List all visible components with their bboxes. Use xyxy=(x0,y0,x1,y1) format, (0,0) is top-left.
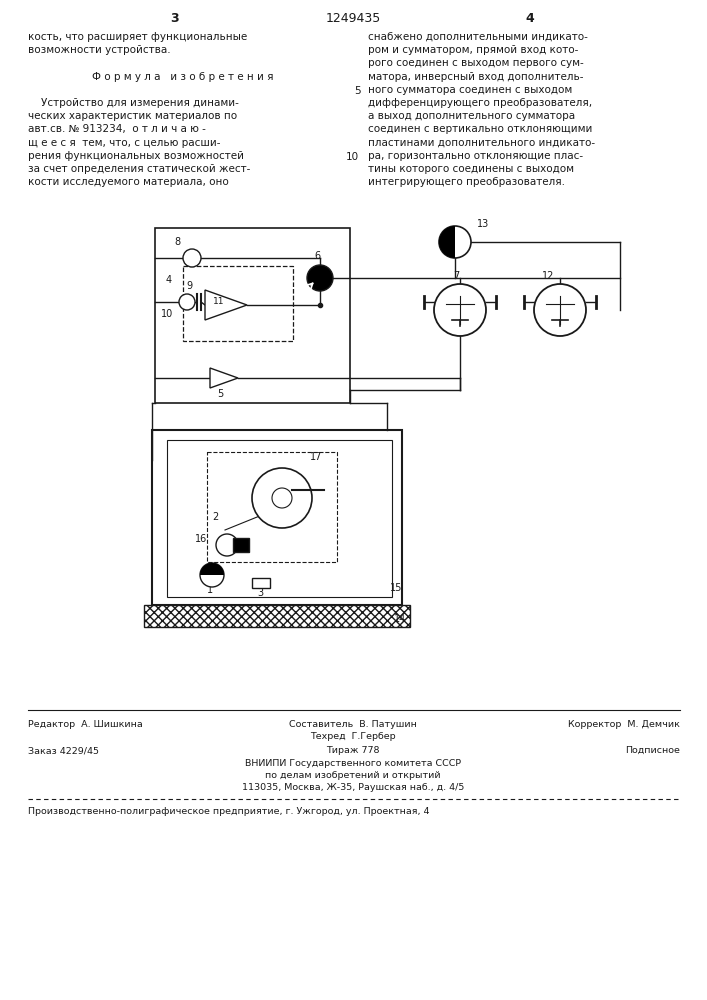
Text: 3: 3 xyxy=(257,588,263,598)
Text: ческих характеристик материалов по: ческих характеристик материалов по xyxy=(28,111,237,121)
Text: Производственно-полиграфическое предприятие, г. Ужгород, ул. Проектная, 4: Производственно-полиграфическое предприя… xyxy=(28,807,429,816)
Text: Устройство для измерения динами-: Устройство для измерения динами- xyxy=(28,98,239,108)
Text: 1249435: 1249435 xyxy=(325,12,380,25)
Circle shape xyxy=(434,284,486,336)
Text: 12: 12 xyxy=(542,271,554,281)
Text: кость, что расширяет функциональные: кость, что расширяет функциональные xyxy=(28,32,247,42)
Text: Подписное: Подписное xyxy=(625,746,680,755)
Circle shape xyxy=(252,468,312,528)
Text: пластинами дополнительного индикато-: пластинами дополнительного индикато- xyxy=(368,138,595,148)
Text: ВНИИПИ Государственного комитета СССР: ВНИИПИ Государственного комитета СССР xyxy=(245,759,461,768)
Text: дифференцирующего преобразователя,: дифференцирующего преобразователя, xyxy=(368,98,592,108)
Text: за счет определения статической жест-: за счет определения статической жест- xyxy=(28,164,250,174)
Circle shape xyxy=(216,534,238,556)
Circle shape xyxy=(183,249,201,267)
Bar xyxy=(233,538,249,552)
Bar xyxy=(144,605,410,627)
Text: кости исследуемого материала, оно: кости исследуемого материала, оно xyxy=(28,177,229,187)
Circle shape xyxy=(307,265,333,291)
Text: снабжено дополнительными индикато-: снабжено дополнительными индикато- xyxy=(368,32,588,42)
Text: Редактор  А. Шишкина: Редактор А. Шишкина xyxy=(28,720,143,729)
Text: соединен с вертикально отклоняющими: соединен с вертикально отклоняющими xyxy=(368,124,592,134)
Circle shape xyxy=(439,226,471,258)
Text: 15: 15 xyxy=(390,583,402,593)
Bar xyxy=(252,578,270,588)
Circle shape xyxy=(179,294,195,310)
Text: а выход дополнительного сумматора: а выход дополнительного сумматора xyxy=(368,111,575,121)
Text: Заказ 4229/45: Заказ 4229/45 xyxy=(28,746,99,755)
Text: возможности устройства.: возможности устройства. xyxy=(28,45,170,55)
Bar xyxy=(207,452,337,562)
Text: 6: 6 xyxy=(314,251,320,261)
Text: 113035, Москва, Ж-35, Раушская наб., д. 4/5: 113035, Москва, Ж-35, Раушская наб., д. … xyxy=(242,783,464,792)
Circle shape xyxy=(534,284,586,336)
Text: 17: 17 xyxy=(310,452,322,462)
Text: 10: 10 xyxy=(161,309,173,319)
Text: 3: 3 xyxy=(170,12,180,25)
Text: Ф о р м у л а   и з о б р е т е н и я: Ф о р м у л а и з о б р е т е н и я xyxy=(92,72,274,82)
Text: 8: 8 xyxy=(174,237,180,247)
Text: Составитель  В. Патушин: Составитель В. Патушин xyxy=(289,720,417,729)
Text: 5: 5 xyxy=(354,86,361,96)
Text: авт.св. № 913234,  о т л и ч а ю -: авт.св. № 913234, о т л и ч а ю - xyxy=(28,124,206,134)
Text: 9: 9 xyxy=(186,281,192,291)
Text: 5: 5 xyxy=(217,389,223,399)
Text: 14: 14 xyxy=(394,614,407,624)
Text: рения функциональных возможностей: рения функциональных возможностей xyxy=(28,151,244,161)
Bar xyxy=(167,440,392,597)
Text: 10: 10 xyxy=(346,152,359,162)
Text: ра, горизонтально отклоняющие плас-: ра, горизонтально отклоняющие плас- xyxy=(368,151,583,161)
Circle shape xyxy=(200,563,224,587)
Polygon shape xyxy=(210,368,238,388)
Text: 4: 4 xyxy=(166,275,172,285)
Wedge shape xyxy=(200,563,224,575)
Bar xyxy=(155,228,350,403)
Wedge shape xyxy=(439,226,455,258)
Text: ром и сумматором, прямой вход кото-: ром и сумматором, прямой вход кото- xyxy=(368,45,578,55)
Bar xyxy=(152,430,402,605)
Text: 7: 7 xyxy=(453,271,459,281)
Text: Корректор  М. Демчик: Корректор М. Демчик xyxy=(568,720,680,729)
Text: 4: 4 xyxy=(525,12,534,25)
Text: рого соединен с выходом первого сум-: рого соединен с выходом первого сум- xyxy=(368,58,584,68)
Text: тины которого соединены с выходом: тины которого соединены с выходом xyxy=(368,164,574,174)
Polygon shape xyxy=(205,290,247,320)
Text: 16: 16 xyxy=(194,534,207,544)
Text: 1: 1 xyxy=(207,585,213,595)
Circle shape xyxy=(272,488,292,508)
Bar xyxy=(183,266,293,341)
Text: 2: 2 xyxy=(212,512,218,522)
Text: интегрирующего преобразователя.: интегрирующего преобразователя. xyxy=(368,177,565,187)
Text: Тираж 778: Тираж 778 xyxy=(326,746,380,755)
Text: Техред  Г.Гербер: Техред Г.Гербер xyxy=(310,732,396,741)
Text: по делам изобретений и открытий: по делам изобретений и открытий xyxy=(265,771,440,780)
Text: ного сумматора соединен с выходом: ного сумматора соединен с выходом xyxy=(368,85,572,95)
Text: щ е е с я  тем, что, с целью расши-: щ е е с я тем, что, с целью расши- xyxy=(28,138,221,148)
Text: матора, инверсный вход дополнитель-: матора, инверсный вход дополнитель- xyxy=(368,72,583,82)
Text: 13: 13 xyxy=(477,219,489,229)
Text: 11: 11 xyxy=(214,298,225,306)
